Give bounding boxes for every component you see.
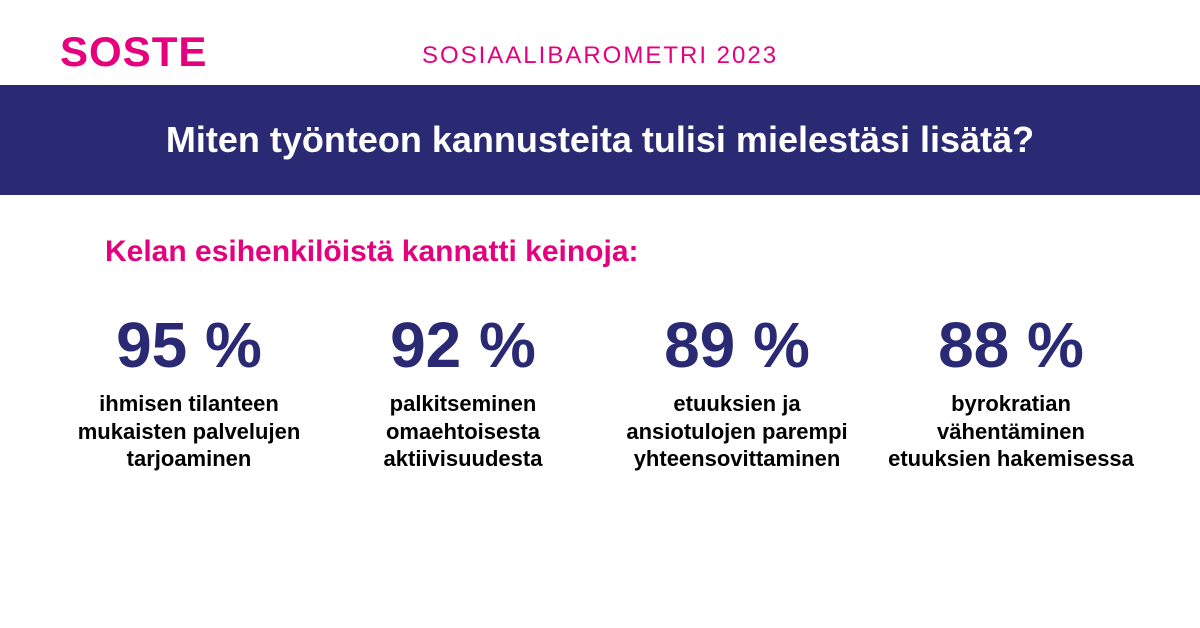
stat-label: etuuksien ja ansiotulojen parempi yhteen… (612, 390, 862, 473)
stat-item: 92 % palkitseminen omaehtoisesta aktiivi… (338, 310, 588, 473)
stat-item: 95 % ihmisen tilanteen mukaisten palvelu… (64, 310, 314, 473)
question-banner: Miten työnteon kannusteita tulisi mieles… (0, 85, 1200, 195)
stat-value: 95 % (64, 310, 314, 380)
lead-text: Kelan esihenkilöistä kannatti keinoja: (105, 235, 639, 269)
stat-value: 92 % (338, 310, 588, 380)
stat-label: byrokratian vähentäminen etuuksien hakem… (886, 390, 1136, 473)
stat-item: 89 % etuuksien ja ansiotulojen parempi y… (612, 310, 862, 473)
header: SOSTE SOSIAALIBAROMETRI 2023 (0, 0, 1200, 85)
stat-label: ihmisen tilanteen mukaisten palvelujen t… (64, 390, 314, 473)
infographic-root: SOSTE SOSIAALIBAROMETRI 2023 Miten työnt… (0, 0, 1200, 628)
stat-value: 89 % (612, 310, 862, 380)
stat-item: 88 % byrokratian vähentäminen etuuksien … (886, 310, 1136, 473)
question-title: Miten työnteon kannusteita tulisi mieles… (166, 119, 1034, 161)
stats-row: 95 % ihmisen tilanteen mukaisten palvelu… (0, 310, 1200, 473)
stat-label: palkitseminen omaehtoisesta aktiivisuude… (338, 390, 588, 473)
report-subtitle: SOSIAALIBAROMETRI 2023 (0, 42, 1200, 70)
stat-value: 88 % (886, 310, 1136, 380)
